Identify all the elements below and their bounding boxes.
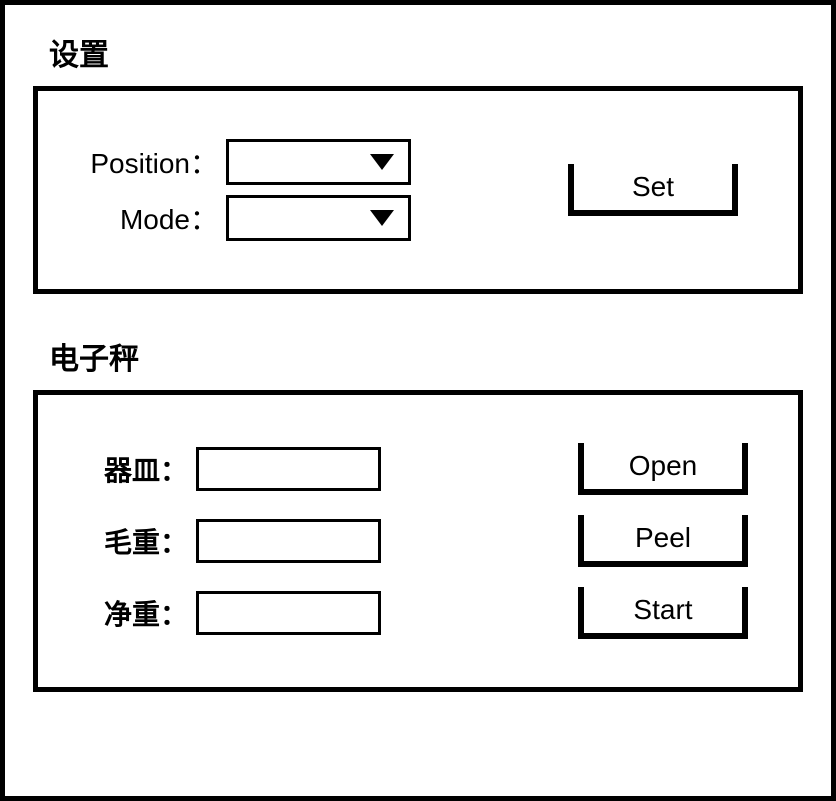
set-button-wrap: Set — [568, 164, 738, 216]
mode-label: Mode： — [68, 198, 218, 238]
settings-rows: Position： Mode： — [68, 129, 411, 251]
scale-box: 器皿： Open 毛重： Peel 净重： Start — [33, 390, 803, 692]
position-label: Position： — [68, 142, 218, 182]
gross-input[interactable] — [196, 519, 381, 563]
mode-dropdown[interactable] — [226, 195, 411, 241]
set-button[interactable]: Set — [568, 164, 738, 216]
dish-input[interactable] — [196, 447, 381, 491]
net-row: 净重： Start — [68, 587, 768, 639]
position-row: Position： — [68, 139, 411, 185]
chevron-down-icon — [370, 210, 394, 226]
settings-title: 设置 — [49, 30, 803, 74]
gross-row: 毛重： Peel — [68, 515, 768, 567]
mode-row: Mode： — [68, 195, 411, 241]
app-frame: 设置 Position： Mode： — [0, 0, 836, 801]
scale-title: 电子秤 — [49, 334, 803, 378]
net-label: 净重： — [68, 593, 188, 633]
settings-group: 设置 Position： Mode： — [33, 30, 803, 294]
open-button[interactable]: Open — [578, 443, 748, 495]
settings-box: Position： Mode： Set — [33, 86, 803, 294]
chevron-down-icon — [370, 154, 394, 170]
net-input[interactable] — [196, 591, 381, 635]
gross-label: 毛重： — [68, 521, 188, 561]
peel-button[interactable]: Peel — [578, 515, 748, 567]
dish-label: 器皿： — [68, 449, 188, 489]
dish-row: 器皿： Open — [68, 443, 768, 495]
scale-group: 电子秤 器皿： Open 毛重： Peel 净重： Start — [33, 334, 803, 692]
start-button[interactable]: Start — [578, 587, 748, 639]
position-dropdown[interactable] — [226, 139, 411, 185]
